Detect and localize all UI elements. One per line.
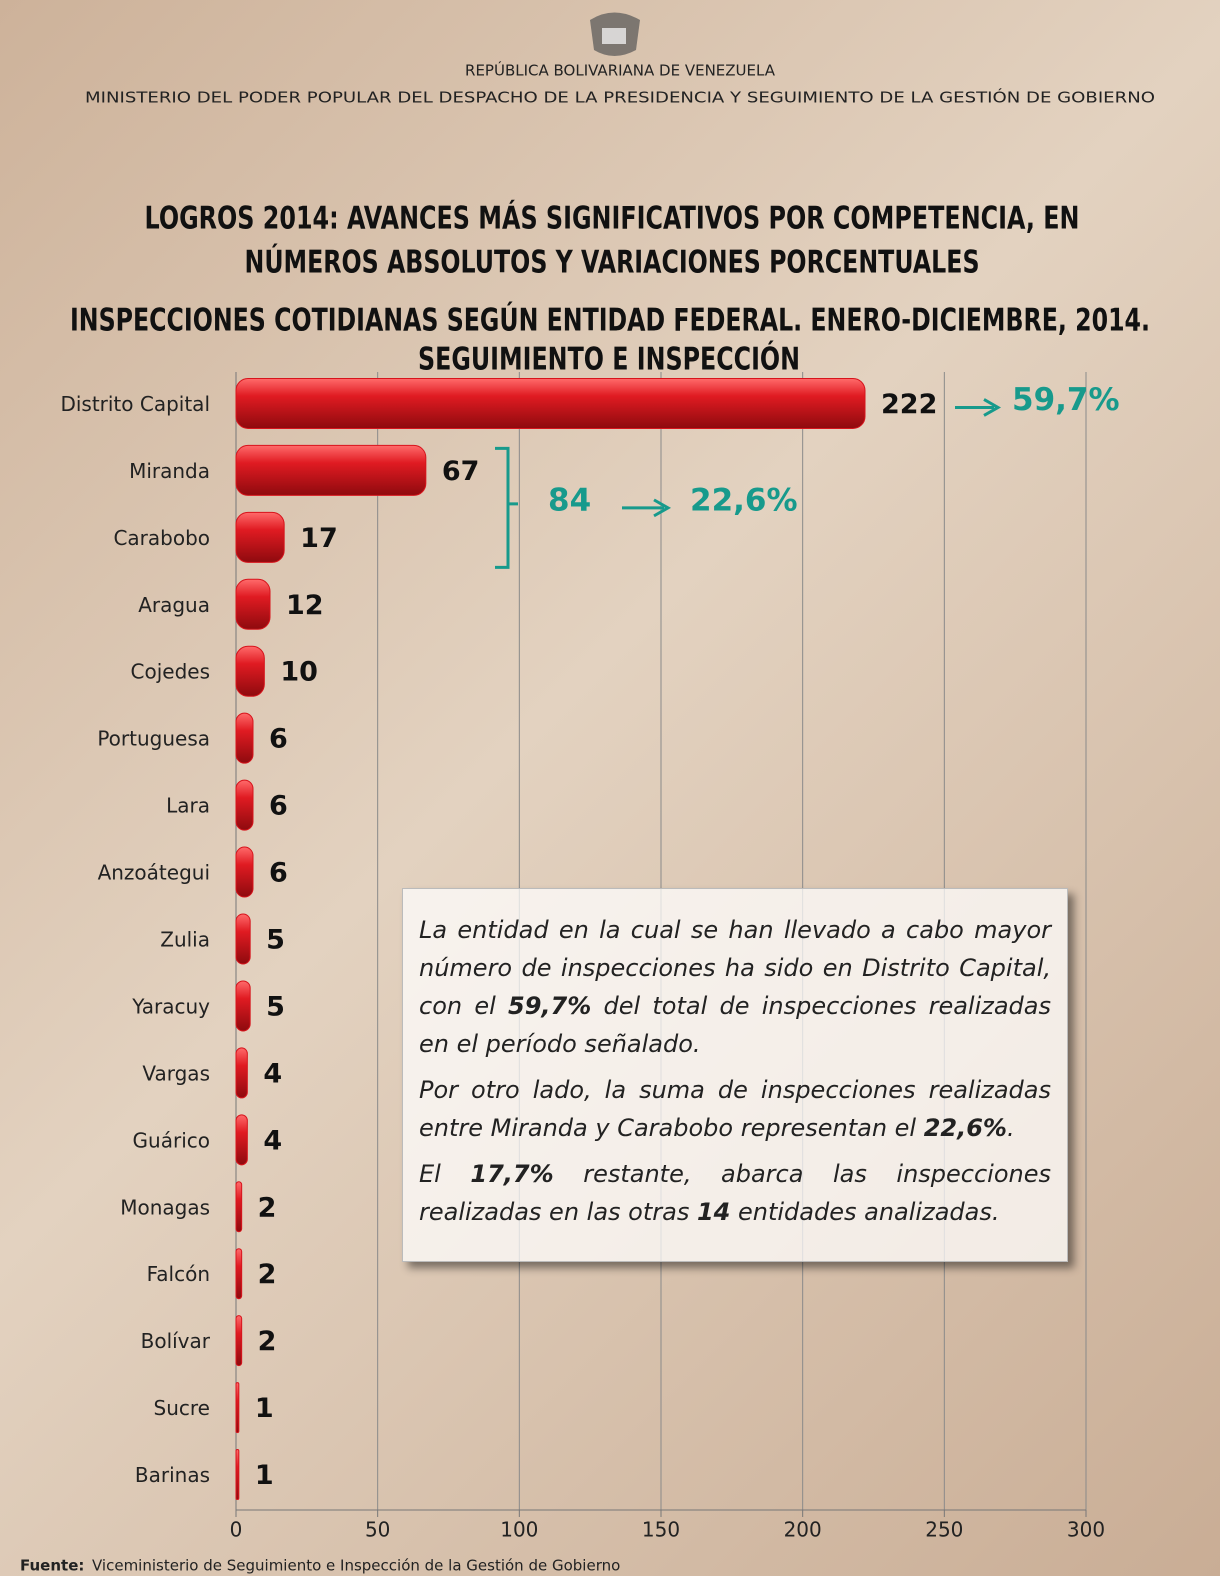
note-paragraph: El 17,7% restante, abarca las inspeccion… [419,1155,1051,1231]
note-highlight: 14 [696,1198,731,1226]
header-country: REPÚBLICA BOLIVARIANA DE VENEZUELA [465,61,776,80]
note-text: Por otro lado, la suma de inspecciones r… [419,1076,1051,1142]
bar [235,1449,240,1501]
bar [235,578,271,630]
value-label: 1 [255,1460,274,1491]
bracket [495,446,518,569]
value-label: 6 [269,791,288,822]
y-tick-label: Portuguesa [97,727,210,751]
x-tick-label: 150 [642,1518,680,1542]
x-tick-label: 200 [784,1518,822,1542]
bar [235,1248,243,1300]
y-tick-label: Carabobo [113,526,210,550]
note-text: entidades analizadas. [730,1198,1000,1226]
note-highlight: 22,6% [923,1114,1007,1142]
note-paragraph: La entidad en la cual se han llevado a c… [419,911,1051,1063]
y-tick-label: Cojedes [131,660,210,684]
y-tick-label: Zulia [160,928,210,952]
arrow-head [983,398,1002,417]
chart-title: NÚMEROS ABSOLUTOS Y VARIACIONES PORCENTU… [245,244,980,281]
value-label: 222 [881,389,937,420]
value-label: 2 [258,1192,277,1223]
source: Viceministerio de Seguimiento e Inspecci… [92,1557,620,1575]
bar [235,645,265,697]
value-label: 5 [266,991,285,1022]
value-label: 6 [269,724,288,755]
value-label: 12 [286,590,324,621]
note-text: El [419,1160,471,1188]
bar [235,779,254,831]
y-tick-label: Falcón [147,1262,210,1286]
x-tick-label: 100 [500,1518,538,1542]
x-tick-label: 300 [1067,1518,1105,1542]
note-text: restante, abarca las inspecciones realiz… [419,1160,1052,1226]
note-paragraph: Por otro lado, la suma de inspecciones r… [419,1071,1051,1147]
value-label: 4 [263,1058,282,1089]
chart-subtitle: INSPECCIONES COTIDIANAS SEGÚN ENTIDAD FE… [70,302,1150,339]
note-box: La entidad en la cual se han llevado a c… [402,888,1068,1262]
arrow-head [653,498,672,518]
y-tick-label: Monagas [120,1195,210,1219]
bar [235,1114,248,1166]
value-label: 4 [263,1125,282,1156]
bar [235,913,251,965]
y-tick-label: Aragua [138,593,210,617]
bar [235,980,251,1032]
note-text: . [1006,1114,1015,1142]
x-tick-label: 250 [925,1518,963,1542]
chart-subtitle: SEGUIMIENTO E INSPECCIÓN [418,341,800,378]
y-tick-label: Bolívar [141,1329,211,1353]
value-label: 5 [266,925,285,956]
note-text: La entidad en la cual se han llevado a c… [419,916,1051,1020]
value-label: 67 [442,456,480,487]
x-tick-label: 0 [230,1518,243,1542]
note-text: del total de inspecciones realizadas en … [419,992,1052,1058]
y-tick-label: Miranda [129,459,210,483]
y-tick-label: Yaracuy [131,994,210,1018]
y-tick-label: Guárico [133,1128,210,1152]
annotation: 22,6% [690,482,798,518]
chart-title: LOGROS 2014: AVANCES MÁS SIGNIFICATIVOS … [145,201,1080,237]
annotation: 59,7% [1012,382,1120,418]
x-tick-label: 50 [365,1518,390,1542]
y-tick-label: Vargas [142,1061,210,1085]
bar [235,712,254,764]
value-label: 2 [258,1259,277,1290]
value-label: 2 [258,1326,277,1357]
source-label: Fuente: [20,1557,84,1575]
value-label: 6 [269,858,288,889]
y-tick-label: Lara [166,794,210,818]
bar [235,846,254,898]
y-tick-label: Sucre [154,1396,210,1420]
y-tick-label: Anzoátegui [98,861,210,885]
emblem [590,12,640,56]
bar [235,1047,248,1099]
bar [235,444,427,496]
annotation: 84 [548,482,591,518]
note-highlight: 17,7% [470,1160,554,1188]
bar [235,511,285,563]
value-label: 10 [280,657,318,688]
note-highlight: 59,7% [508,992,592,1020]
bar [235,1382,240,1434]
bar [235,377,866,429]
value-label: 17 [300,523,338,554]
bar [235,1315,243,1367]
y-tick-label: Barinas [135,1463,210,1487]
bar [235,1181,243,1233]
y-tick-label: Distrito Capital [60,392,210,416]
header-ministry: MINISTERIO DEL PODER POPULAR DEL DESPACH… [85,88,1155,107]
value-label: 1 [255,1393,274,1424]
